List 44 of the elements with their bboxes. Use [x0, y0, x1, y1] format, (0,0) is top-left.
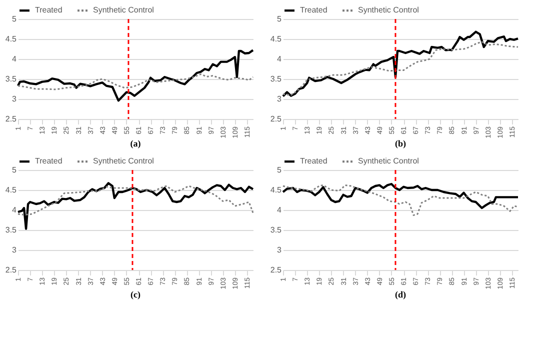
y-tick-label: 5 — [277, 14, 282, 24]
y-tick-label: 2.5 — [270, 114, 282, 124]
legend-label: Synthetic Control — [358, 6, 420, 15]
y-tick-label: 4.5 — [5, 34, 18, 44]
legend-label: Synthetic Control — [93, 6, 154, 15]
y-tick-label: 4.5 — [270, 34, 282, 44]
y-tick-label: 2.5 — [270, 266, 282, 274]
y-tick-label: 3 — [277, 94, 282, 104]
line-series — [16, 182, 254, 230]
text: (a) — [130, 138, 141, 149]
y-tick-label: 3.5 — [5, 74, 18, 84]
legend-label: Synthetic Control — [93, 156, 154, 166]
line-series — [17, 73, 254, 90]
legend-label: Treated — [300, 6, 328, 15]
line-series — [282, 182, 520, 210]
y-tick-label: 5 — [12, 14, 18, 24]
y-tick-label: 5 — [277, 166, 282, 174]
y-tick-label: 4 — [277, 206, 282, 214]
y-tick-label: 3.5 — [270, 74, 282, 84]
y-tick-label: 2.5 — [5, 266, 18, 274]
y-tick-label: 4 — [12, 206, 18, 214]
legend-label: Treated — [300, 156, 328, 166]
legend-label: Synthetic Control — [358, 156, 420, 166]
y-tick-label: 4 — [277, 54, 282, 64]
y-tick-label: 3 — [277, 246, 282, 254]
y-tick-label: 5 — [12, 166, 18, 174]
y-tick-label: 3.5 — [5, 226, 18, 234]
y-tick-label: 4.5 — [270, 186, 282, 194]
text: (d) — [395, 290, 406, 300]
text: (c) — [130, 290, 140, 300]
legend-label: Treated — [35, 156, 62, 166]
line-series — [282, 184, 519, 216]
legend-label: Treated — [35, 6, 62, 15]
y-tick-label: 2.5 — [5, 114, 18, 124]
y-tick-label: 3 — [12, 246, 18, 254]
y-tick-label: 3.5 — [270, 226, 282, 234]
y-tick-label: 4.5 — [5, 186, 18, 194]
y-tick-label: 4 — [12, 54, 18, 64]
y-tick-label: 3 — [12, 94, 18, 104]
line-series — [282, 41, 519, 96]
line-series — [16, 49, 254, 102]
line-series — [282, 30, 520, 98]
line-series — [17, 185, 254, 216]
text: (b) — [395, 138, 406, 149]
